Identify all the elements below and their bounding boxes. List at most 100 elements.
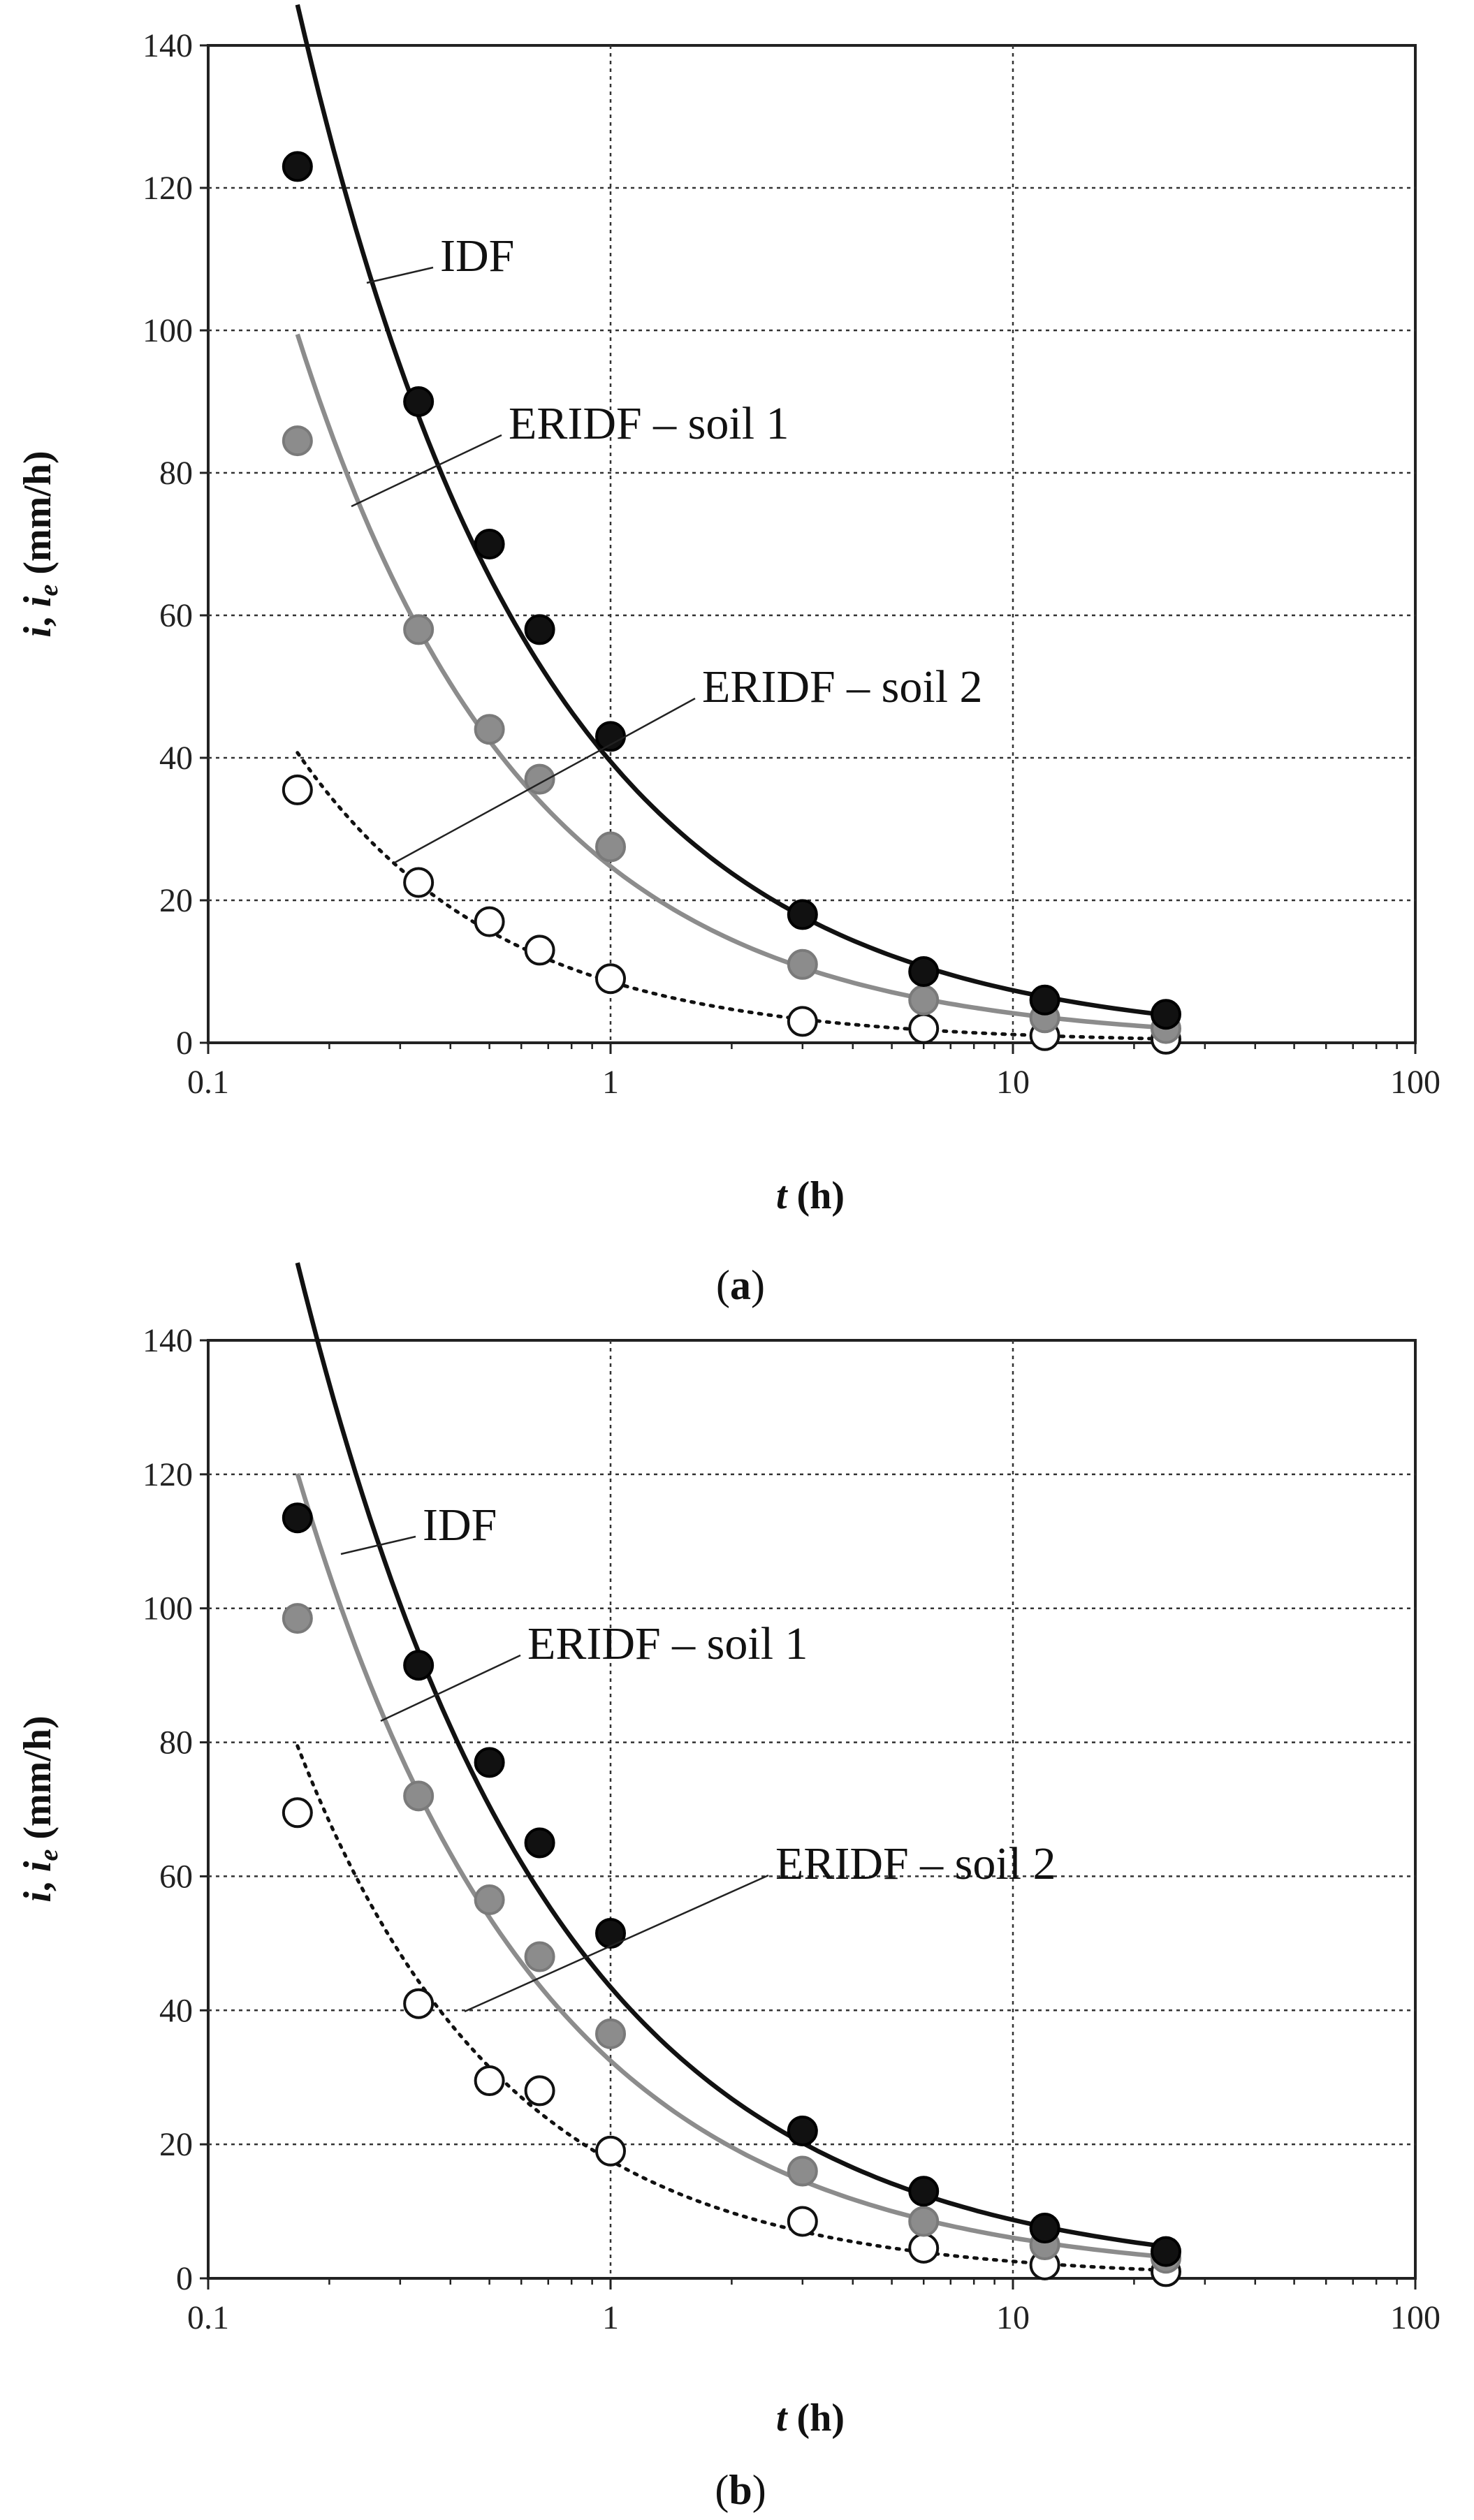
label-leader-lines bbox=[340, 1535, 769, 2013]
data-point-soil-2 bbox=[787, 1006, 818, 1037]
leader-line bbox=[351, 434, 502, 508]
x-tick-label: 10 bbox=[996, 1064, 1030, 1101]
fit-curve-soil-1 bbox=[295, 1472, 1167, 2259]
data-point-idf bbox=[1151, 2236, 1182, 2267]
data-point-idf bbox=[1029, 2213, 1060, 2244]
data-point-soil-1 bbox=[908, 984, 940, 1016]
panel-label: (a) bbox=[716, 1262, 765, 1308]
leader-line bbox=[394, 697, 696, 864]
data-point-idf bbox=[282, 151, 313, 182]
y-tick-label: 60 bbox=[159, 1858, 193, 1895]
y-tick-label: 120 bbox=[143, 170, 193, 207]
data-point-soil-2 bbox=[282, 1797, 313, 1829]
data-point-soil-2 bbox=[787, 2206, 818, 2237]
data-point-idf bbox=[908, 2176, 940, 2207]
panel-b-chart: 0 20 40 60 80 100 120 140 0.1 1 10 100 IDF ERIDF – … bbox=[16, 1262, 1440, 2513]
data-point-idf bbox=[908, 956, 940, 987]
data-point-soil-1 bbox=[403, 1780, 435, 1812]
y-tick-label: 80 bbox=[159, 1724, 193, 1761]
data-point-idf bbox=[595, 1917, 626, 1949]
data-point-soil-2 bbox=[474, 906, 505, 937]
y-tick-label: 140 bbox=[143, 1322, 193, 1359]
plot-area bbox=[207, 44, 1417, 1044]
data-point-idf bbox=[787, 899, 818, 930]
x-tick-label: 100 bbox=[1390, 2299, 1440, 2336]
fit-curve-soil-1 bbox=[295, 333, 1167, 1030]
data-point-soil-2 bbox=[474, 2065, 505, 2097]
data-point-idf bbox=[1151, 999, 1182, 1030]
x-tick-label: 100 bbox=[1390, 1064, 1440, 1101]
y-tick-label: 20 bbox=[159, 882, 193, 919]
y-tick-label: 120 bbox=[143, 1456, 193, 1493]
series-label-idf: IDF bbox=[440, 230, 514, 281]
data-point-idf bbox=[524, 614, 555, 645]
x-tick-label: 0.1 bbox=[187, 1064, 229, 1101]
label-leader-lines bbox=[351, 266, 696, 864]
data-point-idf bbox=[403, 386, 435, 417]
y-tick-label: 80 bbox=[159, 455, 193, 492]
fit-curve-idf bbox=[295, 1262, 1167, 2249]
data-point-soil-2 bbox=[524, 2075, 555, 2107]
x-axis-title: t (h) bbox=[776, 2396, 845, 2440]
data-point-soil-1 bbox=[474, 1884, 505, 1916]
y-tick-label: 40 bbox=[159, 740, 193, 777]
fit-curves bbox=[295, 1262, 1168, 2272]
data-point-soil-1 bbox=[282, 1603, 313, 1634]
data-point-idf bbox=[474, 529, 505, 559]
data-points bbox=[282, 151, 1182, 1055]
leader-line bbox=[340, 1535, 416, 1555]
y-tick-label: 40 bbox=[159, 1992, 193, 2029]
data-point-soil-1 bbox=[787, 948, 818, 980]
series-label-eridf-soil-1: ERIDF – soil 1 bbox=[509, 398, 789, 449]
series-label-eridf-soil-2: ERIDF – soil 2 bbox=[775, 1838, 1056, 1889]
data-point-soil-1 bbox=[282, 425, 313, 457]
data-point-soil-1 bbox=[595, 2018, 626, 2049]
data-point-idf bbox=[595, 721, 626, 752]
y-tick-label: 0 bbox=[176, 1025, 193, 1062]
leader-line bbox=[366, 266, 434, 284]
leader-line bbox=[464, 1874, 769, 2013]
data-point-soil-2 bbox=[403, 867, 435, 898]
panel-a-chart: 0 20 40 60 80 100 120 140 0.1 1 10 100 IDF ERIDF – … bbox=[16, 3, 1440, 1308]
data-points bbox=[282, 1502, 1182, 2287]
data-point-soil-1 bbox=[403, 614, 435, 645]
data-point-soil-1 bbox=[787, 2155, 818, 2187]
panel-label: (b) bbox=[715, 2467, 766, 2513]
data-point-soil-1 bbox=[908, 2206, 940, 2237]
x-tick-label: 0.1 bbox=[187, 2299, 229, 2336]
data-point-soil-2 bbox=[595, 2135, 626, 2167]
data-point-soil-2 bbox=[403, 1988, 435, 2019]
data-point-idf bbox=[1029, 984, 1060, 1016]
y-tick-label: 100 bbox=[143, 312, 193, 349]
series-label-eridf-soil-1: ERIDF – soil 1 bbox=[527, 1618, 808, 1669]
x-axis-title: t (h) bbox=[776, 1174, 845, 1217]
data-point-idf bbox=[787, 2115, 818, 2146]
series-label-idf: IDF bbox=[423, 1500, 497, 1551]
data-point-soil-2 bbox=[908, 1013, 940, 1044]
tick-labels: 0 20 40 60 80 100 120 140 0.1 1 10 100 bbox=[143, 1322, 1440, 2336]
data-point-idf bbox=[474, 1747, 505, 1778]
x-tick-label: 10 bbox=[996, 2299, 1030, 2336]
data-point-soil-2 bbox=[595, 963, 626, 995]
leader-line bbox=[380, 1654, 521, 1722]
y-axis-title: i, ie (mm/h) bbox=[16, 1715, 64, 1902]
data-point-soil-1 bbox=[524, 1941, 555, 1972]
fit-curves bbox=[295, 3, 1168, 1041]
y-tick-label: 100 bbox=[143, 1590, 193, 1627]
y-tick-label: 20 bbox=[159, 2126, 193, 2163]
data-point-soil-2 bbox=[524, 935, 555, 966]
tick-labels: 0 20 40 60 80 100 120 140 0.1 1 10 100 bbox=[143, 27, 1440, 1101]
data-point-idf bbox=[524, 1827, 555, 1859]
y-axis-title: i, ie (mm/h) bbox=[16, 450, 64, 637]
data-point-soil-2 bbox=[908, 2232, 940, 2264]
series-label-eridf-soil-2: ERIDF – soil 2 bbox=[702, 661, 983, 712]
y-tick-label: 140 bbox=[143, 27, 193, 64]
data-point-soil-1 bbox=[474, 714, 505, 745]
y-tick-label: 60 bbox=[159, 597, 193, 634]
y-tick-label: 0 bbox=[176, 2260, 193, 2297]
x-tick-label: 1 bbox=[602, 1064, 619, 1101]
fit-curve-idf bbox=[295, 3, 1167, 1018]
data-point-soil-1 bbox=[595, 831, 626, 863]
fit-curve-soil-2 bbox=[295, 751, 1168, 1041]
